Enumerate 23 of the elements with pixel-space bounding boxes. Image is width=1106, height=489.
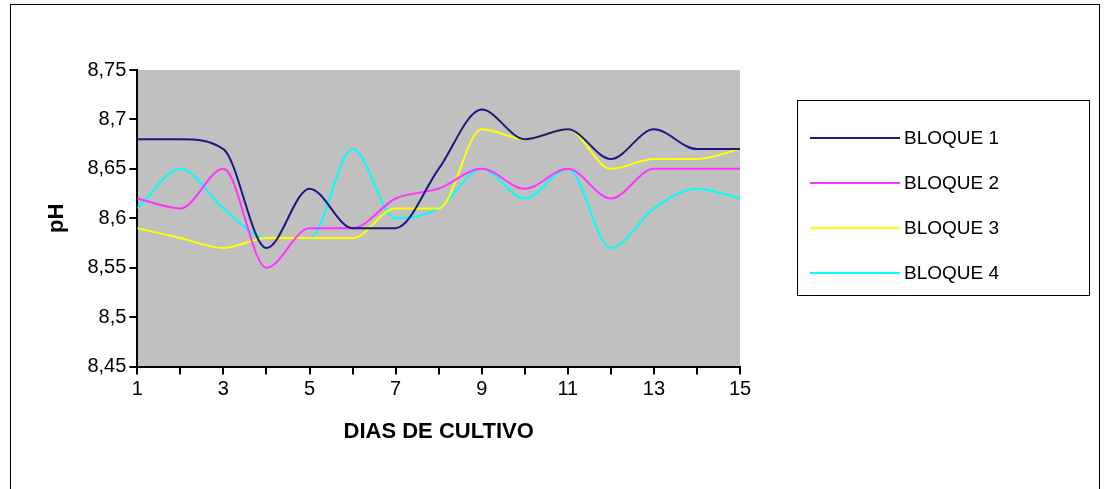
x-tick-label: 1 — [131, 377, 143, 400]
x-tick-label: 5 — [303, 377, 316, 400]
y-tick-label: 8,55 — [87, 255, 127, 278]
x-axis-title: DIAS DE CULTIVO — [343, 417, 534, 443]
y-tick-label: 8,75 — [87, 57, 127, 80]
x-tick-label: 9 — [476, 377, 488, 400]
legend-label: BLOQUE 3 — [904, 216, 1000, 239]
x-tick-label: 7 — [390, 377, 402, 400]
legend-label: BLOQUE 1 — [904, 126, 1000, 149]
legend-label: BLOQUE 2 — [904, 171, 1000, 194]
y-axis-title: pH — [43, 203, 69, 233]
x-tick-label: 13 — [642, 377, 666, 400]
x-tick-label: 3 — [217, 377, 229, 400]
line-series — [137, 167, 740, 269]
legend-label: BLOQUE 4 — [904, 261, 1000, 284]
y-tick-label: 8,45 — [87, 354, 127, 377]
y-tick-label: 8,6 — [98, 205, 127, 228]
y-tick-label: 8,5 — [98, 304, 127, 327]
x-tick-label: 11 — [557, 377, 579, 400]
y-tick-label: 8,7 — [98, 106, 127, 129]
y-tick-label: 8,65 — [87, 156, 127, 179]
x-tick-label: 15 — [728, 377, 752, 400]
line-series — [137, 148, 740, 249]
